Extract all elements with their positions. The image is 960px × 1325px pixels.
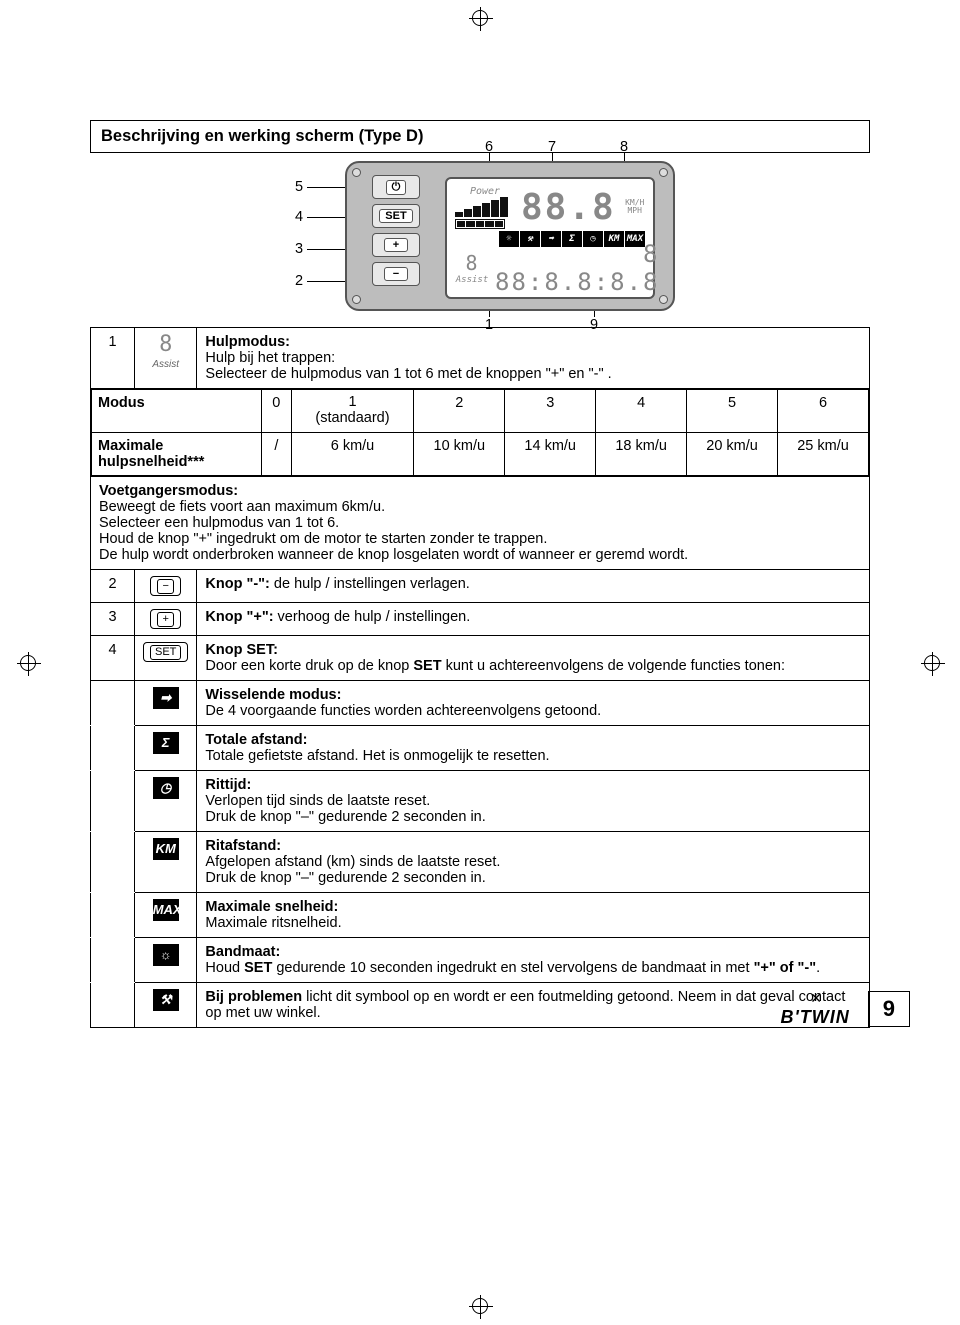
modus-subtable-cell: Modus 0 1 (standaard) 2 3 4 5 6 Maximale… xyxy=(91,389,870,477)
km-icon: KM xyxy=(135,832,197,893)
light-icon: ☼ xyxy=(135,938,197,983)
registration-mark-top xyxy=(472,10,488,26)
section-title: Beschrijving en werking scherm (Type D) xyxy=(90,120,870,153)
description-table: 1 8 Assist Hulpmodus: Hulp bij het trapp… xyxy=(90,327,870,1028)
callout-5: 5 xyxy=(295,179,303,195)
problem-desc: Bij problemen licht dit symbool op en wo… xyxy=(197,983,870,1028)
max-desc: Maximale snelheid: Maximale ritsnelheid. xyxy=(197,893,870,938)
row-4-icon: SET xyxy=(135,636,197,681)
voetganger-desc: Voetgangersmodus: Beweegt de fiets voort… xyxy=(91,476,870,569)
row-2-number: 2 xyxy=(91,569,135,602)
totaal-desc: Totale afstand: Totale gefietste afstand… xyxy=(197,726,870,771)
minus-key: − xyxy=(372,262,420,286)
registration-mark-left xyxy=(20,655,36,671)
row-1-number: 1 xyxy=(91,328,135,389)
row-2-icon: − xyxy=(135,569,197,602)
band-desc: Bandmaat: Houd SET gedurende 10 seconden… xyxy=(197,938,870,983)
page-number: 9 xyxy=(868,991,910,1027)
brand-logo: ✕ B'TWIN xyxy=(780,990,849,1028)
row-3-number: 3 xyxy=(91,603,135,636)
sigma-icon: Σ xyxy=(135,726,197,771)
wissel-desc: Wisselende modus: De 4 voorgaande functi… xyxy=(197,681,870,726)
row-1-icon: 8 Assist xyxy=(135,328,197,389)
rittijd-desc: Rittijd: Verlopen tijd sinds de laatste … xyxy=(197,771,870,832)
callout-4: 4 xyxy=(295,209,303,225)
display-unit-body: ⏻ SET + − Power 88.8 xyxy=(345,161,675,311)
row-1-desc: Hulpmodus: Hulp bij het trappen: Selecte… xyxy=(197,328,870,389)
callout-1: 1 xyxy=(485,317,493,333)
display-diagram: 6 7 8 5 4 3 2 1 9 ⏻ SET xyxy=(90,161,870,315)
callout-9: 9 xyxy=(590,317,598,333)
lcd-screen: Power 88.8 KM/H MPH ☼ xyxy=(445,177,655,299)
row-2-desc: Knop "-": de hulp / instellingen verlage… xyxy=(197,569,870,602)
registration-mark-right xyxy=(924,655,940,671)
registration-mark-bottom xyxy=(472,1298,488,1314)
wrench-icon: ⚒ xyxy=(135,983,197,1028)
row-4-desc: Knop SET: Door een korte druk op de knop… xyxy=(197,636,870,681)
ritafstand-desc: Ritafstand: Afgelopen afstand (km) sinds… xyxy=(197,832,870,893)
set-key: SET xyxy=(372,204,420,228)
callout-2: 2 xyxy=(295,273,303,289)
plus-key: + xyxy=(372,233,420,257)
row-3-desc: Knop "+": verhoog de hulp / instellingen… xyxy=(197,603,870,636)
modus-table: Modus 0 1 (standaard) 2 3 4 5 6 Maximale… xyxy=(91,389,869,476)
power-key: ⏻ xyxy=(372,175,420,199)
max-icon: MAX xyxy=(135,893,197,938)
row-3-icon: + xyxy=(135,603,197,636)
callout-3: 3 xyxy=(295,241,303,257)
arrow-icon: ➡ xyxy=(135,681,197,726)
row-4-number: 4 xyxy=(91,636,135,681)
clock-icon: ◷ xyxy=(135,771,197,832)
